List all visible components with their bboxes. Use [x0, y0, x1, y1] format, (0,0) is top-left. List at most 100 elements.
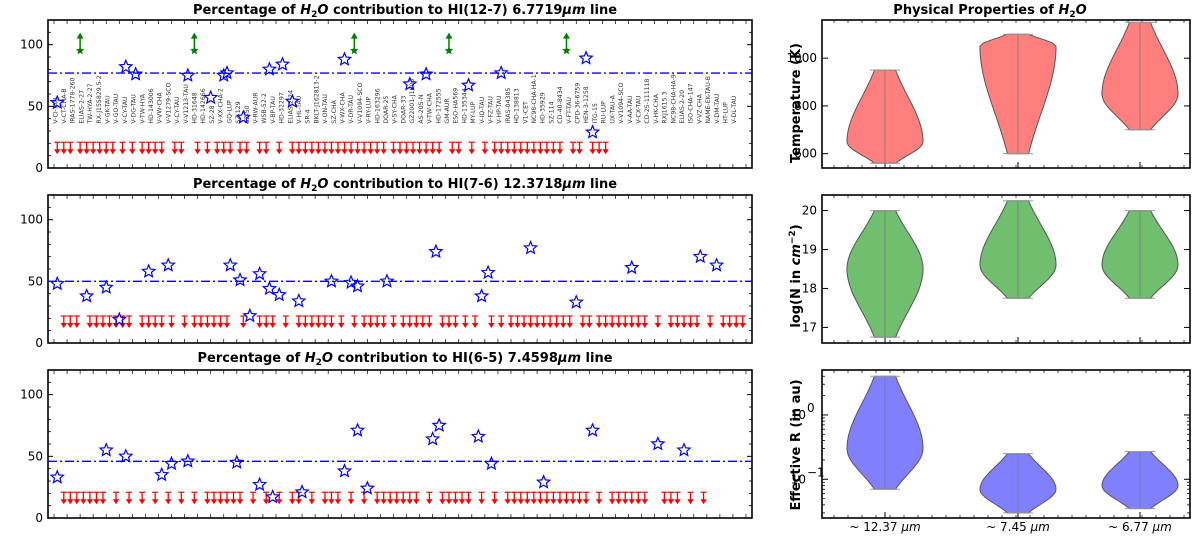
left-middle-upper-limit-arrow [739, 315, 746, 329]
left-middle-upper-limit-arrow [471, 315, 479, 329]
left-middle-upper-limit-arrow [256, 315, 263, 329]
left-middle-detection-star [480, 264, 496, 280]
arrow-head [112, 323, 120, 329]
arrow-head [445, 32, 453, 39]
left-bottom-upper-limit-arrow [406, 491, 413, 505]
left-top-upper-limit-arrow [524, 141, 531, 155]
left-middle-upper-limit-arrow [360, 315, 368, 329]
left-middle-upper-limit-arrow [674, 315, 681, 329]
arrow-head [129, 149, 136, 155]
left-middle-detection-star [242, 307, 258, 323]
left-middle-detection-star [428, 243, 444, 259]
left-top-upper-limit-arrow [83, 141, 90, 155]
left-middle-upper-limit-arrow [608, 315, 616, 329]
arrow-head [530, 149, 538, 155]
left-top-upper-limit-arrow [138, 141, 146, 155]
arrow-head [439, 323, 446, 329]
arrow-head [608, 323, 616, 329]
arrow-head [520, 323, 528, 329]
arrow-head [256, 149, 263, 155]
arrow-head [452, 499, 459, 505]
arrow-head [419, 323, 427, 329]
arrow-head [158, 149, 165, 155]
source-name-label: V-AA-TAU [627, 95, 634, 123]
left-middle-detection-star [111, 311, 127, 327]
source-name-label: NC98-CHA-HA-1 [531, 74, 538, 123]
left-top-upper-limit-arrow [96, 141, 103, 155]
arrow-head [106, 323, 113, 329]
arrow-head [546, 323, 554, 329]
source-name-label: V-TW-CHA [427, 92, 434, 123]
arrow-head [635, 499, 642, 505]
left-middle-upper-limit-arrow [507, 315, 515, 329]
left-middle-upper-limit-arrow [390, 315, 397, 329]
left-middle-upper-limit-arrow [553, 315, 560, 329]
left-bottom-upper-limit-arrow [86, 491, 94, 505]
left-middle-upper-limit-arrow [315, 315, 322, 329]
left-middle-upper-limit-arrow [321, 315, 329, 329]
left-bottom-upper-limit-arrow [478, 491, 485, 505]
left-bottom-upper-limit-arrow [569, 491, 577, 505]
left-middle-upper-limit-arrow [622, 315, 629, 329]
arrow-head [517, 499, 524, 505]
arrow-head [693, 323, 701, 329]
arrow-head [524, 149, 531, 155]
left-top-upper-limit-arrow [328, 141, 335, 155]
arrow-head [537, 499, 544, 505]
green-star-marker [350, 46, 359, 55]
left-middle-upper-limit-arrow [719, 315, 727, 329]
arrow-head [178, 149, 185, 155]
arrow-head [204, 499, 211, 505]
arrow-head [507, 323, 515, 329]
left-middle-upper-limit-arrow [86, 315, 94, 329]
left-middle-upper-limit-arrow [693, 315, 701, 329]
arrow-head [99, 499, 107, 505]
arrow-head [89, 149, 97, 155]
left-bottom-upper-limit-arrow [445, 491, 453, 505]
left-middle-upper-limit-arrow [373, 315, 381, 329]
source-name-label: V-CX-TAU [636, 96, 643, 124]
left-top-upper-limit-arrow [334, 141, 342, 155]
left-top-upper-limit-arrow [602, 141, 609, 155]
arrow-head [579, 323, 586, 329]
left-bottom-upper-limit-arrow [60, 491, 67, 505]
left-middle-upper-limit-arrow [452, 315, 459, 329]
left-top-upper-limit-arrow [468, 141, 476, 155]
source-name-label: V-SY-CHA [392, 94, 399, 123]
source-name-label: V-RY-LUP [366, 97, 373, 124]
left-middle-upper-limit-arrow [566, 315, 573, 329]
arrow-head [455, 149, 462, 155]
arrow-head [60, 323, 67, 329]
arrow-head [426, 499, 433, 505]
left-middle-upper-limit-arrow [497, 315, 505, 329]
arrow-head [429, 149, 436, 155]
left-bottom-upper-limit-arrow [360, 491, 368, 505]
left-top-detection-star [261, 61, 278, 76]
arrow-head [181, 323, 188, 329]
left-top-upper-limit-arrow [227, 141, 234, 155]
arrow-head [497, 323, 505, 329]
arrow-head [168, 323, 175, 329]
left-middle-upper-limit-arrow [419, 315, 427, 329]
source-name-label: GQ-LUP [226, 100, 233, 124]
left-bottom-upper-limit-arrow [517, 491, 524, 505]
arrow-head [390, 323, 397, 329]
arrow-head [556, 499, 564, 505]
source-name-label: V1-CET [522, 101, 529, 124]
source-name-label: RU-LUP [601, 101, 608, 124]
left-top-upper-limit-arrow [360, 141, 368, 155]
left-middle-upper-limit-arrow [546, 315, 554, 329]
left-middle-upper-limit-arrow [726, 315, 733, 329]
arrow-head [409, 149, 417, 155]
left-middle-upper-limit-arrow [667, 315, 675, 329]
arrow-head [240, 323, 247, 329]
left-middle-upper-limit-arrow [426, 315, 433, 329]
arrow-head [262, 499, 270, 505]
arrow-head [194, 149, 201, 155]
source-name-label: V-DL-TAU [731, 96, 738, 124]
source-name-label: V-CY-TAU [174, 97, 181, 124]
left-bottom-detection-star [229, 454, 245, 470]
arrow-head [190, 32, 198, 39]
left-top-upper-limit-arrow [262, 141, 270, 155]
left-middle-upper-limit-arrow [514, 315, 521, 329]
